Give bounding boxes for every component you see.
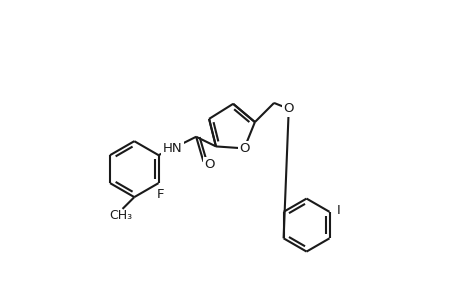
Text: CH₃: CH₃	[109, 209, 132, 222]
Text: HN: HN	[162, 142, 182, 155]
Text: I: I	[336, 204, 340, 217]
Text: O: O	[204, 158, 214, 171]
Text: O: O	[283, 102, 293, 115]
Text: O: O	[239, 142, 249, 155]
Text: F: F	[156, 188, 163, 201]
